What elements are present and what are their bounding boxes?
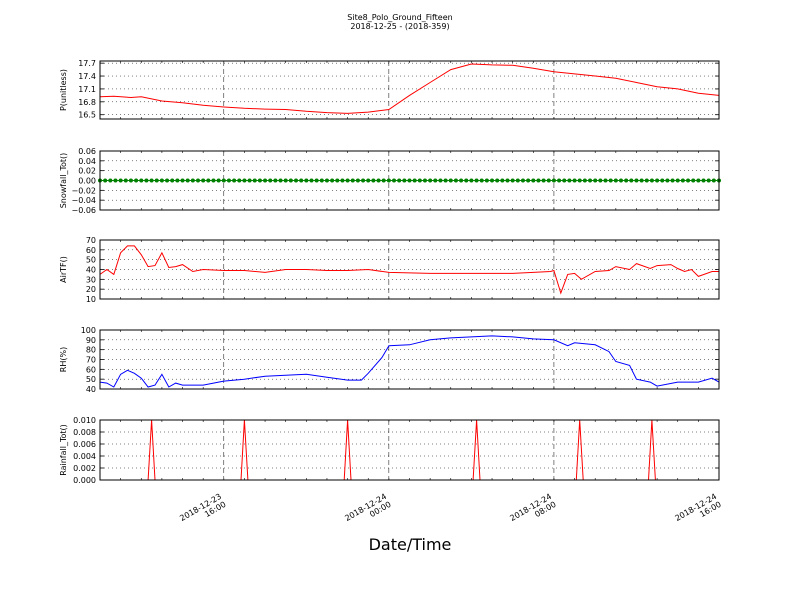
y-tick-label: −0.06: [71, 206, 96, 215]
y-tick-label: 0.02: [78, 167, 96, 176]
y-tick-label: 0.000: [73, 476, 96, 485]
y-tick-label: 60: [86, 365, 96, 374]
subplot-frame: [99, 60, 720, 120]
x-tick-label: 2018-12-2316:00: [178, 492, 227, 531]
subplot-panels: 17.717.417.116.816.5P(unitless)0.060.040…: [59, 59, 721, 485]
y-tick-label: 0.00: [78, 177, 96, 186]
subplot-1: 17.7 17.4 17.1 16.8 16.5 P(unitless): [59, 59, 720, 120]
y-axis-label: P(unitless): [59, 69, 68, 111]
series-line: [99, 245, 719, 295]
y-tick-label: 80: [86, 346, 96, 355]
y-axis-label: Rainfall_Tot(): [59, 424, 68, 476]
series-line: [99, 335, 720, 388]
y-tick-label: 0.010: [73, 416, 96, 425]
subplot-2: 0.060.040.020.00−0.02−0.04−0.06Snowfall_…: [59, 147, 721, 215]
x-tick-label: 2018-12-2408:00: [508, 492, 557, 531]
y-tick-label: 10: [86, 295, 96, 304]
y-tick-label: 60: [86, 246, 96, 255]
y-tick-label: 0.004: [73, 452, 96, 461]
series-line: [99, 63, 720, 114]
y-tick-label: 0.002: [73, 464, 96, 473]
y-tick-label: −0.02: [71, 186, 96, 195]
subplot-frame: [99, 239, 720, 300]
y-tick-label: −0.04: [71, 196, 96, 205]
y-tick-label: 90: [86, 336, 96, 345]
chart-subtitle: 2018-12-25 - (2018-359): [350, 22, 449, 31]
subplot-5: 0.010 0.008 0.006 0.004 0.002 0.000 Rainfall_T…: [59, 416, 720, 485]
y-tick-label: 17.1: [78, 85, 96, 94]
y-tick-label: 0.006: [73, 440, 96, 449]
y-tick-label: 70: [86, 356, 96, 365]
subplot-frame: [99, 150, 720, 211]
y-tick-label: 0.04: [78, 157, 96, 166]
x-tick-labels: 2018-12-2316:00 2018-12-2400:00 2018-12-24…: [178, 492, 722, 531]
y-tick-label: 100: [81, 326, 96, 335]
y-tick-label: 50: [86, 375, 96, 384]
y-axis-label: Snowfall_Tot(): [59, 153, 68, 209]
x-axis-label: Date/Time: [369, 535, 452, 554]
y-tick-label: 30: [86, 275, 96, 284]
y-tick-label: 17.7: [78, 59, 96, 68]
chart-title: Site8_Polo_Ground_Fifteen: [347, 13, 452, 22]
y-tick-label: 0.008: [73, 428, 96, 437]
y-tick-label: 16.5: [78, 111, 96, 120]
subplot-frame: [99, 329, 720, 390]
y-tick-label: 50: [86, 256, 96, 265]
subplot-frame: [99, 419, 720, 481]
y-axis-label: AirTF(): [59, 256, 68, 283]
y-tick-label: 17.4: [78, 72, 96, 81]
y-tick-label: 70: [86, 236, 96, 245]
y-axis-label: RH(%): [59, 347, 68, 372]
y-tick-label: 20: [86, 285, 96, 294]
y-tick-label: 0.06: [78, 147, 96, 156]
x-tick-label: 2018-12-2400:00: [343, 492, 392, 531]
series-line: [100, 419, 719, 481]
x-tick-label: 2018-12-2416:00: [673, 492, 722, 531]
y-tick-label: 16.8: [78, 98, 96, 107]
y-tick-label: 40: [86, 385, 96, 394]
y-tick-label: 40: [86, 266, 96, 275]
